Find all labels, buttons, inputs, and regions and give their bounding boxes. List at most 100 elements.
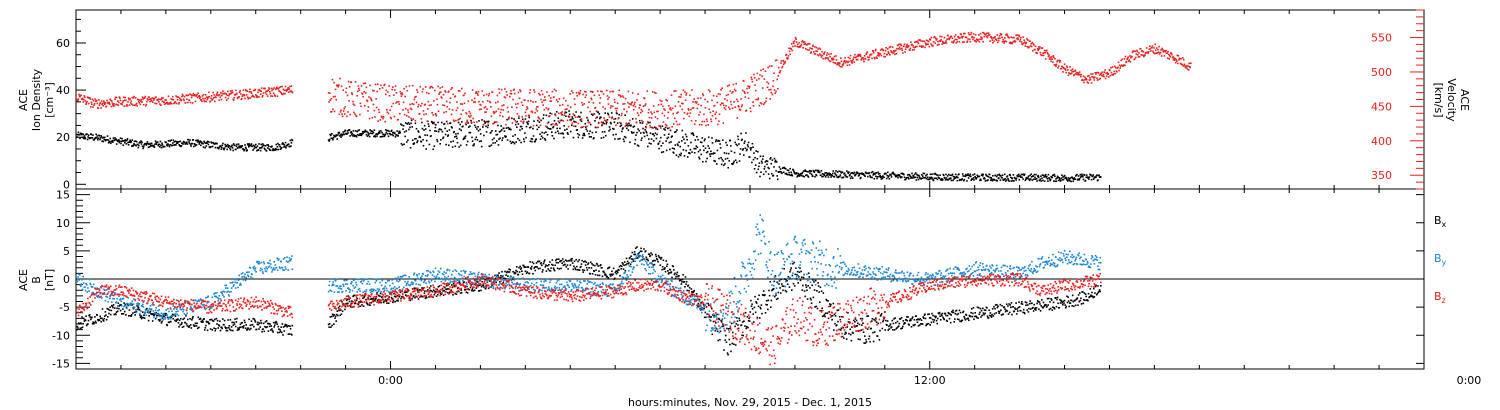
- density-point: [703, 139, 706, 142]
- density-point: [529, 140, 532, 143]
- velocity-point: [1054, 58, 1056, 60]
- density-point: [564, 111, 567, 113]
- density-point: [862, 173, 865, 175]
- b-point-x: [531, 261, 534, 263]
- velocity-point: [468, 110, 471, 113]
- velocity-point: [699, 97, 702, 99]
- velocity-point: [407, 111, 410, 114]
- velocity-point: [979, 32, 982, 35]
- density-point: [550, 123, 553, 126]
- velocity-point: [109, 98, 111, 101]
- density-point: [664, 126, 667, 129]
- density-point: [487, 124, 489, 126]
- density-point: [716, 149, 719, 152]
- density-point: [448, 129, 451, 131]
- density-point: [351, 133, 353, 136]
- density-point: [549, 112, 551, 114]
- density-point: [979, 179, 981, 182]
- density-point: [503, 130, 506, 132]
- density-point: [614, 138, 616, 140]
- density-point: [189, 139, 191, 141]
- velocity-point: [466, 119, 468, 122]
- density-point: [1092, 178, 1095, 180]
- density-point: [767, 166, 769, 169]
- b-point-x: [564, 259, 567, 261]
- density-point: [491, 138, 494, 141]
- density-point: [855, 173, 857, 176]
- velocity-point: [592, 102, 595, 104]
- velocity-point: [395, 92, 398, 94]
- velocity-point: [597, 122, 600, 125]
- velocity-point: [1163, 50, 1165, 52]
- velocity-point: [706, 101, 709, 103]
- b-point-x: [452, 294, 454, 296]
- b-point-x: [394, 296, 397, 298]
- density-point: [130, 140, 133, 143]
- density-point: [592, 114, 594, 116]
- velocity-point: [794, 45, 796, 47]
- b-point-x: [107, 308, 110, 310]
- velocity-point: [381, 87, 384, 89]
- density-point: [390, 129, 393, 132]
- density-point: [386, 133, 389, 135]
- velocity-point: [993, 40, 995, 43]
- density-point: [178, 144, 180, 146]
- velocity-point: [865, 52, 868, 55]
- velocity-point: [645, 123, 648, 126]
- b-point-x: [565, 266, 568, 268]
- density-point: [239, 145, 241, 147]
- b-point-x: [345, 302, 347, 305]
- density-point: [540, 135, 543, 137]
- density-point: [836, 176, 838, 178]
- density-point: [637, 128, 639, 130]
- velocity-point: [670, 109, 672, 111]
- velocity-point: [1034, 48, 1036, 51]
- velocity-point: [77, 99, 79, 102]
- velocity-point: [788, 47, 790, 50]
- b-point-x: [142, 316, 145, 319]
- density-point: [741, 149, 744, 151]
- velocity-point: [248, 91, 251, 93]
- density-point: [262, 143, 264, 145]
- density-point: [1033, 178, 1035, 180]
- velocity-point: [163, 101, 165, 104]
- density-point: [775, 170, 777, 172]
- velocity-point: [1056, 59, 1059, 62]
- density-point: [687, 145, 690, 147]
- density-point: [675, 130, 677, 133]
- density-point: [519, 125, 522, 128]
- velocity-point: [868, 58, 870, 61]
- velocity-point: [998, 35, 1001, 37]
- velocity-point: [110, 105, 113, 108]
- density-point: [1052, 174, 1055, 177]
- velocity-point: [1015, 34, 1017, 37]
- b-point-x: [331, 324, 333, 327]
- velocity-point: [793, 42, 795, 45]
- b-point-x: [289, 327, 292, 330]
- velocity-point: [825, 57, 828, 59]
- b-point-x: [520, 267, 523, 269]
- velocity-point: [808, 49, 810, 51]
- velocity-point: [420, 118, 423, 120]
- density-point: [443, 123, 446, 125]
- velocity-point: [737, 105, 740, 107]
- velocity-point: [771, 65, 773, 67]
- density-point: [115, 138, 117, 140]
- density-point: [402, 128, 404, 130]
- velocity-point: [691, 89, 693, 91]
- density-point: [764, 161, 767, 163]
- velocity-point: [729, 108, 731, 110]
- density-point: [764, 165, 766, 168]
- density-point: [150, 145, 152, 147]
- velocity-point: [908, 45, 910, 47]
- b-point-x: [442, 294, 445, 296]
- density-point: [1022, 178, 1024, 180]
- velocity-point: [344, 113, 346, 115]
- velocity-point: [1088, 79, 1091, 81]
- b-point-x: [215, 328, 217, 330]
- velocity-point: [1041, 54, 1043, 57]
- velocity-point: [258, 96, 260, 98]
- velocity-point: [1067, 69, 1069, 71]
- velocity-point: [1084, 76, 1086, 79]
- density-point: [626, 127, 628, 130]
